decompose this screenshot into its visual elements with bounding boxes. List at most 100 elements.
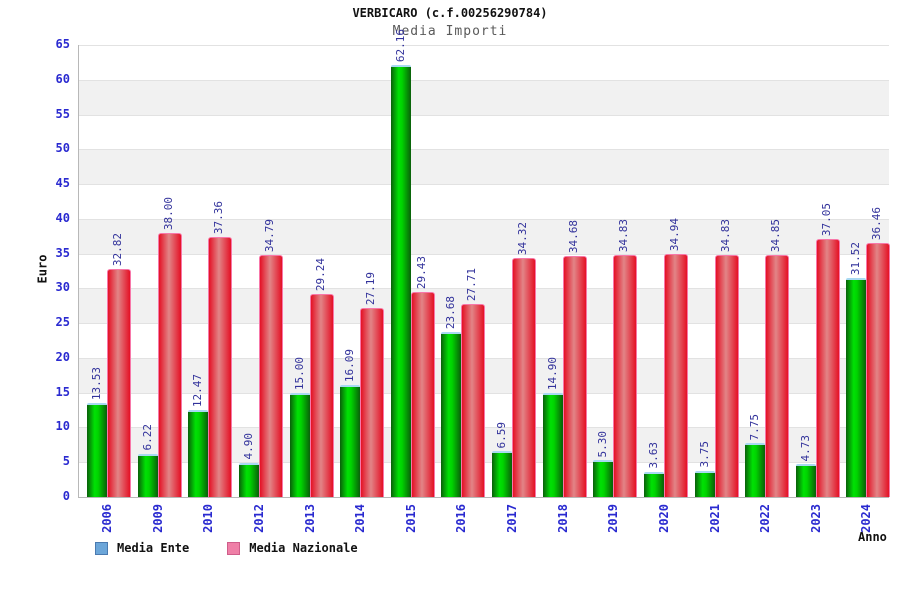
chart-subtitle: Media Importi — [392, 24, 508, 39]
bar-media-ente-2019 — [593, 460, 614, 497]
x-tick-label-2022: 2022 — [758, 504, 773, 533]
gridline — [79, 218, 889, 220]
value-label: 62.16 — [393, 28, 407, 62]
gridline — [79, 79, 889, 81]
y-tick-label: 40 — [55, 210, 70, 225]
bar-media-ente-2006 — [87, 402, 107, 497]
gridline — [79, 288, 889, 290]
y-tick-label: 30 — [55, 280, 70, 295]
value-label: 12.47 — [191, 374, 205, 408]
value-label: 14.90 — [545, 357, 559, 391]
value-label: 7.75 — [748, 413, 762, 441]
value-label: 34.79 — [262, 218, 276, 253]
grid-band — [79, 79, 889, 115]
bar-media-ente-2017 — [492, 451, 512, 497]
y-tick-label: 10 — [55, 419, 70, 434]
value-label: 27.71 — [465, 268, 479, 302]
x-tick-label-2015: 2015 — [403, 504, 418, 533]
x-tick-label-2021: 2021 — [707, 504, 722, 533]
bar-media-nazionale-2006 — [107, 268, 131, 497]
bar-media-ente-2018 — [542, 393, 563, 497]
x-tick-label-2018: 2018 — [555, 504, 570, 533]
value-label: 5.30 — [596, 430, 610, 458]
x-tick-label-2023: 2023 — [808, 504, 823, 533]
bar-media-nazionale-2009 — [157, 232, 182, 497]
x-tick-label-2013: 2013 — [302, 504, 317, 533]
x-tick-label-2006: 2006 — [100, 504, 114, 533]
x-tick-label-2019: 2019 — [606, 504, 621, 533]
legend: Media Ente Media Nazionale — [95, 541, 358, 555]
value-label: 13.53 — [90, 366, 103, 400]
y-tick-label: 15 — [55, 384, 70, 399]
bar-media-nazionale-2015 — [410, 292, 435, 497]
x-tick-label-2012: 2012 — [251, 504, 266, 533]
bar-media-nazionale-2021 — [714, 254, 739, 497]
legend-swatch-media-nazionale-icon — [227, 541, 241, 555]
legend-label-media-ente: Media Ente — [117, 541, 190, 555]
x-tick-label-2024: 2024 — [859, 504, 874, 533]
value-label: 37.36 — [212, 201, 226, 235]
value-label: 34.83 — [718, 218, 732, 252]
value-label: 34.83 — [617, 218, 631, 252]
y-tick-label: 25 — [55, 315, 70, 330]
bar-media-ente-2024 — [846, 277, 867, 497]
bar-media-nazionale-2013 — [309, 293, 334, 497]
bar-media-ente-2023 — [795, 464, 816, 497]
value-label: 36.46 — [870, 207, 884, 241]
bar-media-nazionale-2016 — [461, 304, 486, 497]
value-label: 29.24 — [313, 257, 327, 291]
bar-media-nazionale-2012 — [258, 255, 283, 497]
y-tick-label: 35 — [55, 245, 70, 260]
bar-media-ente-2020 — [643, 471, 664, 497]
gridline — [79, 184, 889, 186]
grid-band — [79, 115, 889, 150]
value-label: 31.52 — [849, 241, 863, 275]
bar-media-ente-2012 — [238, 462, 259, 497]
bar-media-nazionale-2024 — [866, 243, 891, 497]
value-label: 4.73 — [798, 434, 812, 462]
legend-swatch-media-ente-icon — [95, 541, 108, 555]
value-label: 38.00 — [161, 196, 175, 230]
y-tick-label: 20 — [55, 349, 70, 364]
bar-media-ente-2010 — [188, 410, 209, 497]
gridline — [79, 45, 889, 46]
bar-media-nazionale-2022 — [765, 254, 790, 497]
bar-media-ente-2021 — [694, 470, 715, 497]
y-tick-label: 0 — [62, 489, 70, 503]
bar-media-nazionale-2018 — [562, 255, 587, 497]
grid-band — [79, 218, 889, 254]
chart-title: VERBICARO (c.f.00256290784) — [352, 6, 548, 20]
grid-band — [79, 149, 889, 185]
value-label: 34.94 — [667, 217, 681, 252]
value-label: 34.68 — [566, 219, 580, 253]
bar-media-ente-2015 — [390, 64, 411, 497]
plot-area: 13.53 32.82 2006 6.22 38.00 2009 12.47 37.36 201… — [78, 29, 891, 533]
grid-band — [79, 184, 889, 219]
y-tick-label: 55 — [55, 106, 70, 121]
legend-item-media-nazionale: Media Nazionale — [227, 541, 358, 555]
value-label: 27.19 — [364, 271, 378, 305]
y-tick-label: 65 — [55, 37, 70, 51]
bar-media-nazionale-2017 — [512, 258, 536, 497]
x-tick-label-2010: 2010 — [201, 504, 216, 533]
legend-item-media-ente: Media Ente — [95, 541, 189, 555]
y-tick-label: 45 — [55, 176, 70, 191]
grid-band — [79, 45, 889, 80]
value-label: 3.63 — [646, 442, 660, 469]
value-label: 4.90 — [241, 433, 255, 460]
value-label: 29.43 — [414, 256, 428, 290]
value-label: 23.68 — [444, 296, 458, 330]
value-label: 3.75 — [697, 441, 711, 468]
y-tick-label: 50 — [55, 141, 70, 156]
value-label: 34.85 — [769, 218, 783, 252]
x-tick-label-2014: 2014 — [353, 504, 368, 533]
x-tick-label-2016: 2016 — [454, 504, 469, 533]
x-tick-label-2009: 2009 — [150, 504, 165, 533]
value-label: 6.22 — [140, 424, 154, 451]
bar-media-nazionale-2014 — [360, 307, 385, 497]
bar-media-ente-2016 — [441, 332, 462, 497]
bar-media-ente-2013 — [289, 392, 310, 497]
value-label: 15.00 — [292, 356, 306, 390]
y-tick-label: 60 — [55, 71, 70, 86]
